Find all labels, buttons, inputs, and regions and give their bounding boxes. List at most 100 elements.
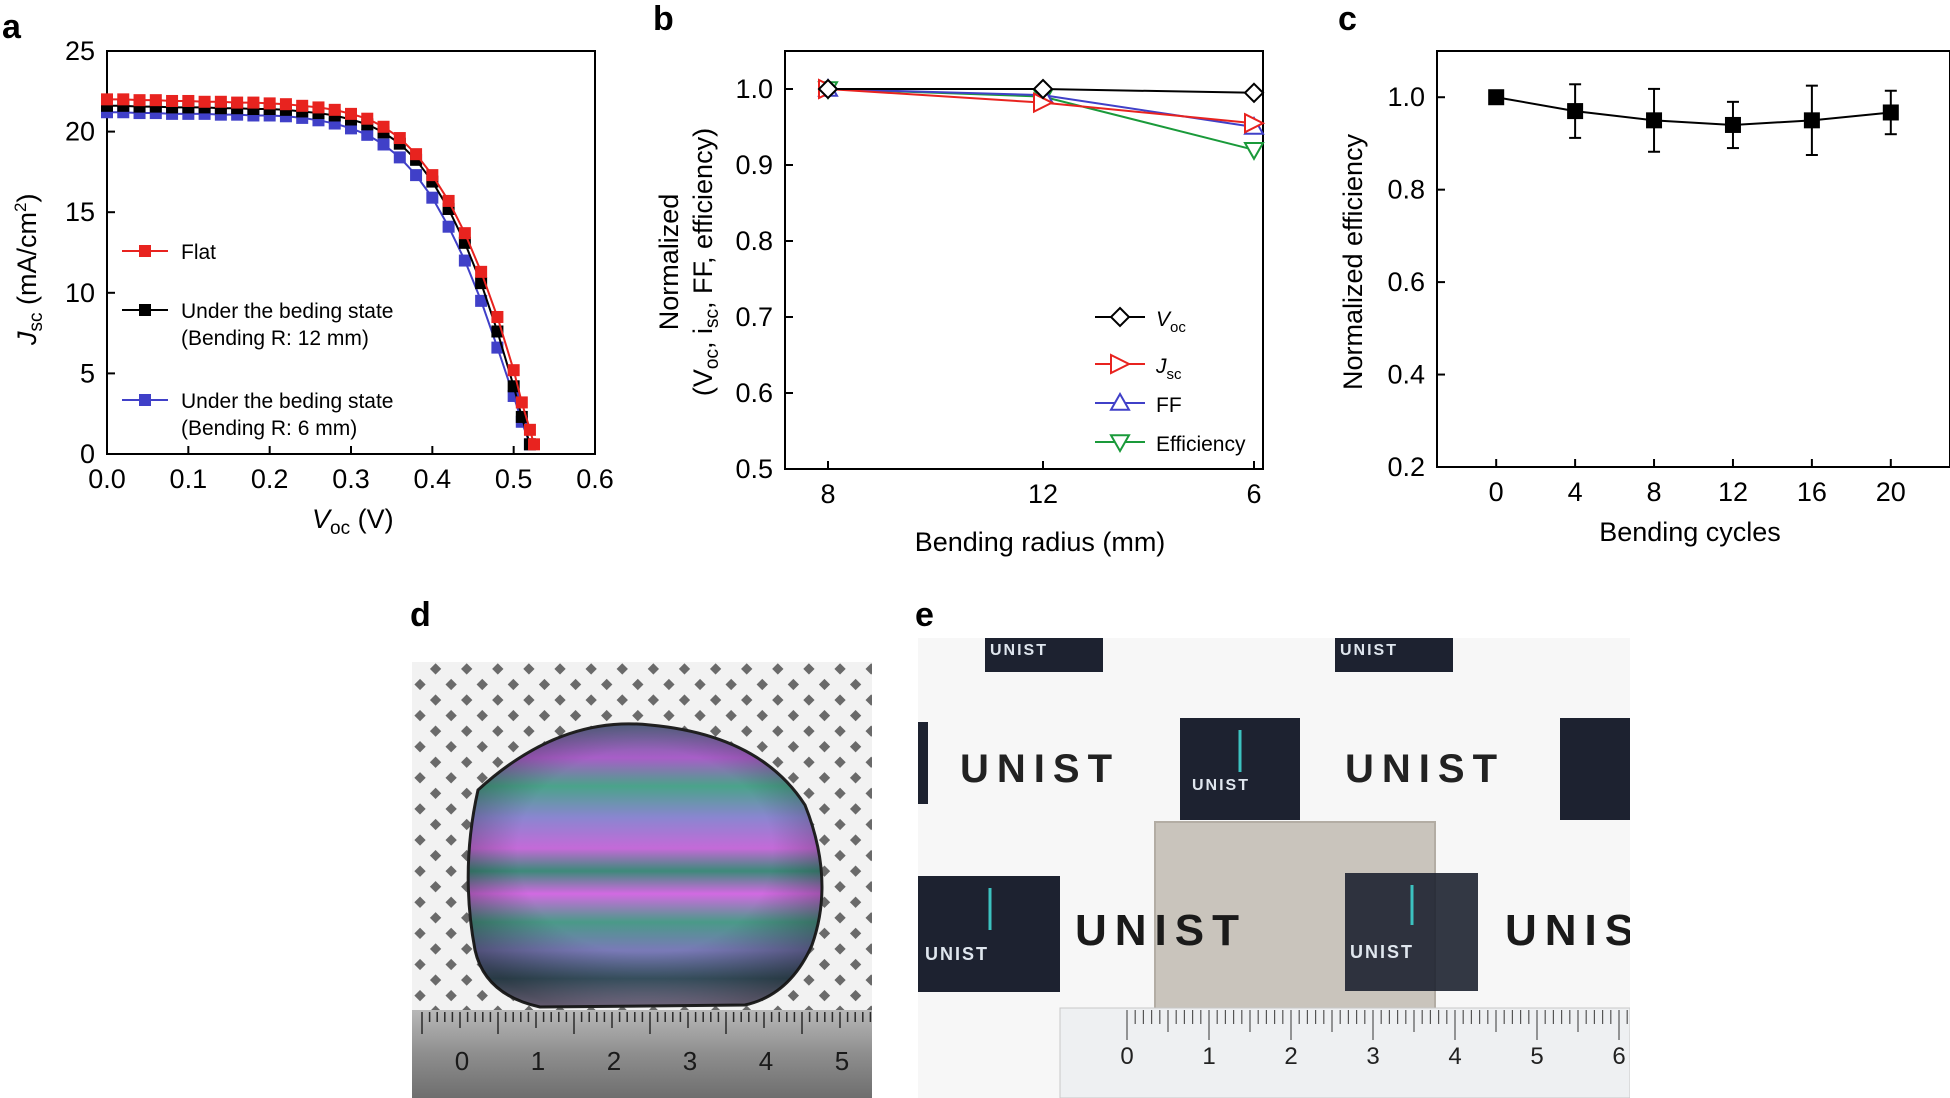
chart-c-ytick-label: 0.4 [1387, 360, 1425, 390]
chart-a-point [426, 169, 439, 182]
chart-a-point [166, 94, 179, 107]
chart-a-point [101, 93, 113, 106]
chart-c-xtick-label: 4 [1568, 477, 1583, 507]
chart-c-xtick-label: 12 [1718, 477, 1748, 507]
chart-b-point [1243, 82, 1265, 104]
chart-b-legend: Voc Jsc FF Efficiency [1095, 306, 1246, 456]
legend-12mm-marker [139, 304, 151, 316]
logo-row1-center-text: UNIST [1192, 777, 1250, 794]
chart-a-point [117, 99, 130, 112]
chart-b-ytick-label: 0.9 [735, 150, 773, 180]
logo-row1-right [1560, 718, 1630, 820]
chart-c-point [1567, 103, 1584, 120]
chart-b-ytick-label: 0.5 [735, 454, 773, 484]
chart-b-xtick-label: 12 [1028, 479, 1058, 509]
chart-a-ytick-label: 15 [65, 197, 95, 227]
chart-a-xtick-label: 0.0 [88, 464, 126, 494]
ruler-d-number: 0 [455, 1046, 469, 1076]
chart-a-ytick-label: 25 [65, 36, 95, 66]
panel-letter-c: c [1338, 0, 1357, 38]
chart-a-series-line [107, 104, 531, 445]
chart-a-point [507, 380, 520, 393]
chart-a-point [214, 95, 227, 108]
chart-a-point [377, 120, 390, 133]
chart-b-legend-marker [1109, 434, 1131, 454]
chart-a-point [491, 310, 504, 323]
ruler-e-number: 4 [1448, 1043, 1461, 1070]
chart-a-point [393, 132, 406, 145]
chart-c-xtick-label: 0 [1489, 477, 1504, 507]
legend-flat-marker [139, 245, 151, 257]
chart-a-point [410, 148, 423, 161]
chart-a-point [377, 138, 390, 151]
chart-b-xlabel: Bending radius (mm) [915, 527, 1166, 557]
chart-a-xtick-label: 0.2 [251, 464, 289, 494]
chart-b-point [1032, 78, 1054, 100]
chart-a-ytick-label: 10 [65, 278, 95, 308]
chart-a-ytick-label: 20 [65, 117, 95, 147]
chart-a-point [507, 364, 520, 377]
brand-row1-a: UNIST [960, 747, 1120, 791]
chart-a-point [296, 99, 309, 112]
ruler-d-number: 5 [835, 1046, 849, 1076]
chart-b-ytick-label: 0.6 [735, 378, 773, 408]
panel-letter-a: a [2, 8, 22, 46]
chart-b-point [817, 78, 839, 100]
chart-a-point [263, 97, 276, 110]
brand-row2-b: UNIST [1505, 906, 1677, 955]
ruler-d-number: 3 [683, 1046, 697, 1076]
chart-c-xlabel: Bending cycles [1599, 517, 1781, 547]
logo-top-left-text: UNIST [990, 642, 1048, 659]
chart-c-ytick-label: 1.0 [1387, 82, 1425, 112]
chart-c-ytick-label: 0.6 [1387, 267, 1425, 297]
chart-a-point [523, 423, 536, 436]
chart-b-legend-label: Efficiency [1156, 433, 1246, 456]
chart-c-xtick-label: 20 [1876, 477, 1906, 507]
ruler-d-number: 1 [531, 1046, 545, 1076]
chart-b-ylabel-line1: Normalized [654, 194, 684, 331]
legend-6mm-label2: (Bending R: 6 mm) [181, 417, 357, 440]
chart-a-point [528, 438, 540, 451]
ruler-d-number: 2 [607, 1046, 621, 1076]
ruler-e [1059, 1007, 1630, 1098]
ruler-e-ticks: 0 1 2 3 4 5 6 [1120, 1010, 1628, 1070]
logo-top-left [985, 638, 1103, 672]
chart-a-point [149, 94, 162, 107]
chart-b-point [1243, 142, 1265, 161]
chart-a-ytick-label: 0 [80, 439, 95, 469]
chart-a-point [328, 103, 341, 116]
chart-a-point [279, 98, 292, 111]
chart-a-point [361, 128, 374, 141]
chart-a-point [117, 93, 130, 106]
brand-row1-b: UNIST [1345, 747, 1505, 791]
chart-a-xtick-label: 0.5 [495, 464, 533, 494]
chart-b-legend-marker [1110, 353, 1132, 375]
wafer-shade [468, 723, 822, 1007]
chart-a-point [458, 254, 471, 267]
chart-b: 8 12 6 0.5 0.6 0.7 0.8 0.9 1.0 Voc Jsc FF Efficienc… [654, 50, 1266, 557]
chart-a-point [426, 191, 439, 204]
ruler-e-number: 0 [1120, 1043, 1133, 1070]
legend-6mm-marker [139, 394, 151, 406]
chart-b-legend-label: FF [1156, 394, 1182, 417]
chart-c-point [1488, 89, 1505, 106]
chart-a-series-line [107, 111, 531, 445]
photo-transparent-film: UNIST UNIST UNIST UNIST UNIST UNIST UNIS… [918, 638, 1677, 1098]
chart-a-point [361, 112, 374, 125]
logo-row2-center-text: UNIST [1350, 942, 1414, 962]
chart-a-point [247, 96, 260, 109]
chart-a-point [475, 294, 488, 307]
chart-b-legend-label: Jsc [1155, 355, 1182, 383]
chart-a-ytick-label: 5 [80, 358, 95, 388]
panel-letter-d: d [410, 596, 431, 634]
chart-b-frame [784, 50, 1264, 470]
chart-a: 0.0 0.1 0.2 0.3 0.4 0.5 0.6 0 5 10 15 20 25 Flat Und… [11, 36, 614, 539]
chart-a-point [410, 169, 423, 182]
chart-a-xtick-label: 0.6 [576, 464, 614, 494]
panel-letter-e: e [915, 596, 934, 634]
chart-a-xlabel: Voc (V) [312, 504, 394, 539]
chart-a-point [198, 95, 211, 108]
chart-a-legend: Flat Under the beding state (Bending R: … [122, 241, 393, 440]
chart-b-ytick-label: 0.7 [735, 302, 773, 332]
